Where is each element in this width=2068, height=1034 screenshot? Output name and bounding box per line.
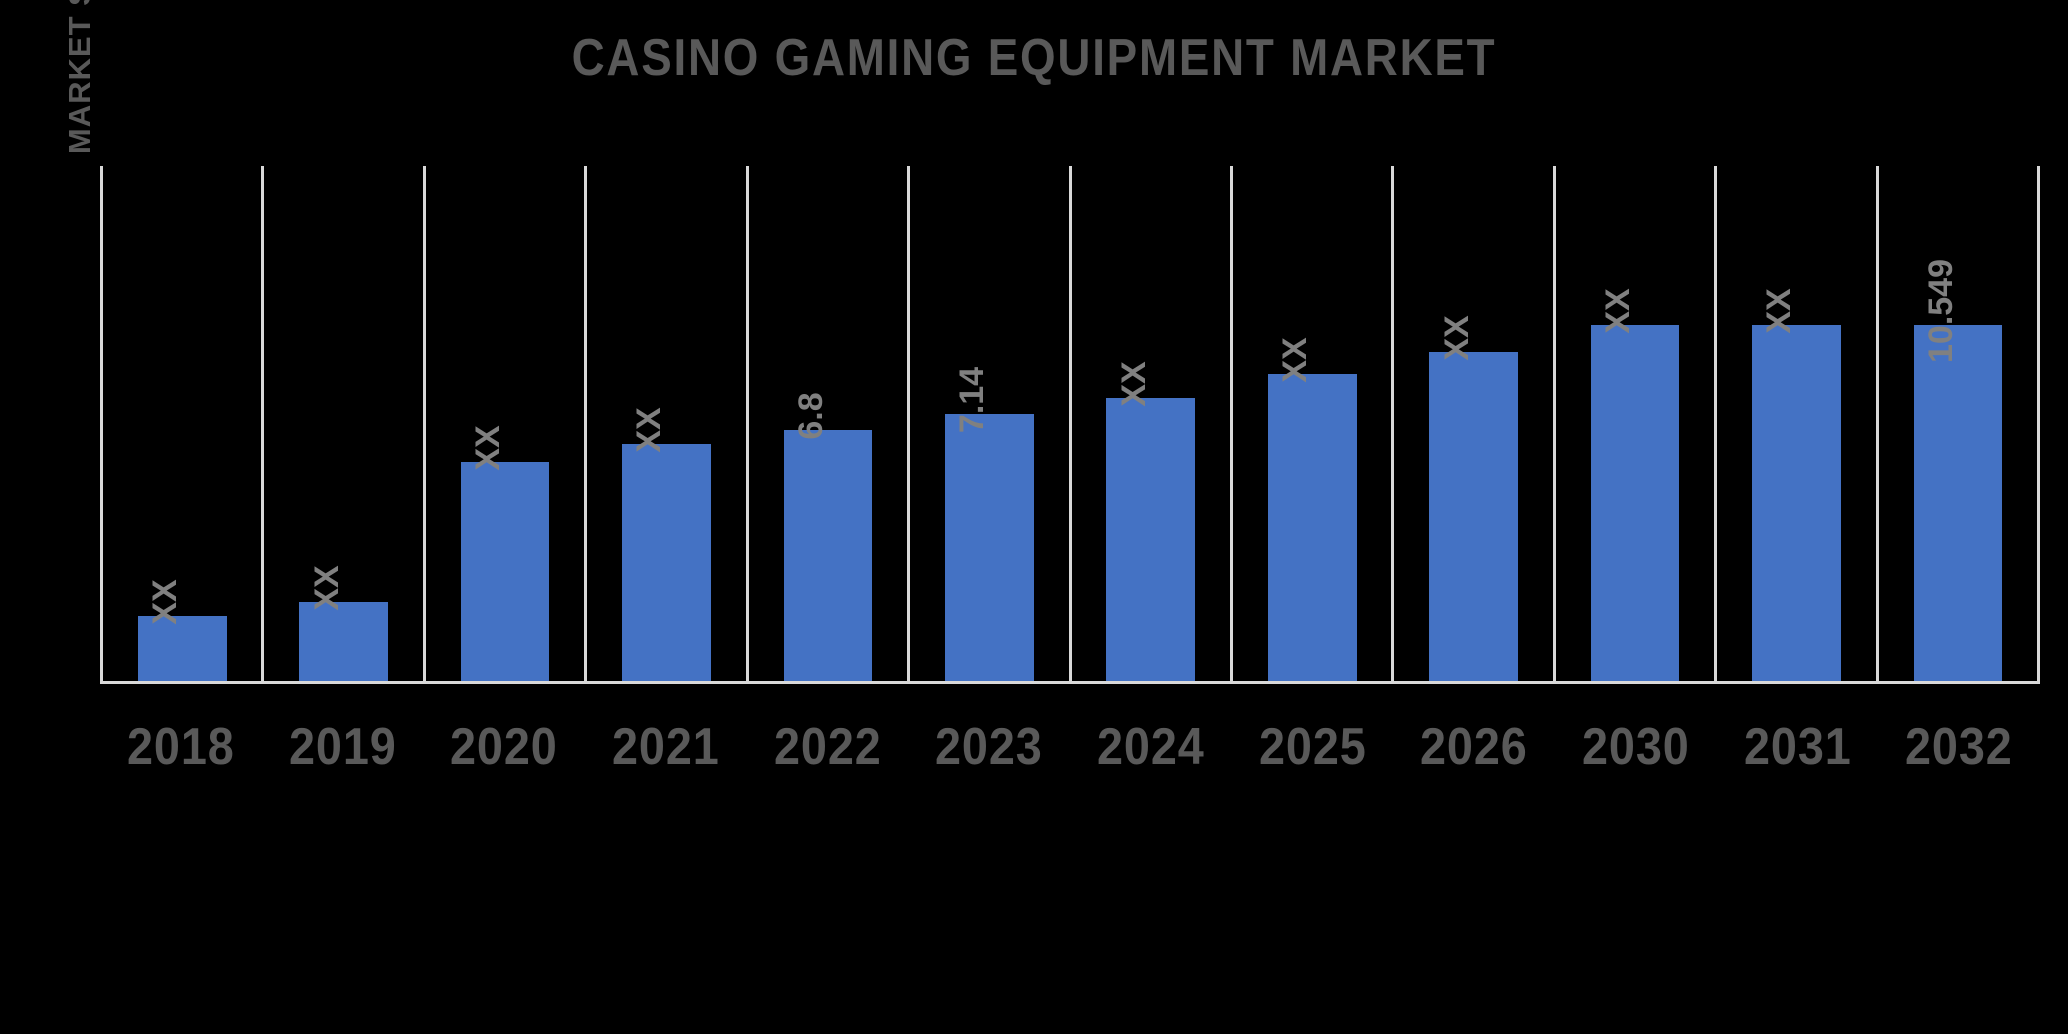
x-axis-tick-label: 2031 bbox=[1743, 718, 1852, 776]
bar-value-label: XX bbox=[1599, 287, 1637, 334]
x-axis-tick-label: 2024 bbox=[1097, 718, 1205, 776]
bar-value-label: XX bbox=[307, 564, 346, 611]
bar[interactable]: 7.14 bbox=[944, 367, 1034, 684]
x-axis-tick-label: 2025 bbox=[1258, 718, 1367, 776]
bar[interactable]: XX bbox=[1267, 337, 1357, 684]
x-axis-tick-label: 2020 bbox=[450, 718, 559, 776]
bar-value-label: XX bbox=[1760, 287, 1799, 334]
x-axis-line bbox=[100, 681, 2040, 684]
bar[interactable]: XX bbox=[1752, 288, 1841, 684]
bar-value-label: 10.549 bbox=[1921, 258, 1960, 363]
bar[interactable]: XX bbox=[460, 425, 550, 684]
bar-value-label: XX bbox=[1437, 314, 1476, 361]
category-slot: XX bbox=[100, 166, 261, 684]
y-axis-title: MARKET SIZE IN USD BN bbox=[58, 0, 102, 212]
bar-value-label: XX bbox=[1276, 337, 1315, 383]
category-slot: 10.549 bbox=[1875, 166, 2041, 684]
bar-value-label: XX bbox=[469, 425, 508, 471]
bar-value-label: 7.14 bbox=[953, 366, 992, 433]
bar[interactable]: XX bbox=[1429, 315, 1518, 684]
x-axis-tick-label: 2019 bbox=[288, 718, 397, 776]
bar-value-label: 6.8 bbox=[791, 392, 830, 440]
x-axis-tick-label: 2026 bbox=[1420, 718, 1529, 776]
x-axis-tick-label: 2023 bbox=[935, 718, 1044, 776]
category-slot: XX bbox=[1714, 166, 1875, 684]
bar[interactable]: XX bbox=[622, 407, 711, 684]
bar[interactable]: 6.8 bbox=[783, 392, 873, 684]
bar[interactable]: XX bbox=[137, 579, 227, 684]
bar-value-label: XX bbox=[1114, 361, 1153, 407]
bar[interactable]: XX bbox=[1106, 361, 1196, 684]
bar-value-label: XX bbox=[630, 407, 669, 453]
x-axis-tick-label: 2018 bbox=[126, 718, 235, 776]
category-slot: 7.14 bbox=[907, 166, 1068, 684]
bar[interactable]: XX bbox=[1590, 288, 1680, 684]
x-axis-tick-label: 2022 bbox=[773, 718, 882, 776]
x-axis-tick-labels: 2018 2019 2020 2021 2022 2023 2024 2025 2026 2030… bbox=[100, 702, 2040, 792]
chart-title: CASINO GAMING EQUIPMENT MARKET bbox=[571, 29, 1497, 87]
x-axis-tick-label: 2030 bbox=[1582, 718, 1690, 776]
bars-container: XX XX XX XX 6.8 7.14 XX XX XX XX XX 10.549 bbox=[100, 166, 2041, 684]
bar[interactable]: 10.549 bbox=[1913, 259, 2003, 684]
category-slot: XX bbox=[422, 166, 584, 684]
x-axis-tick-label: 2021 bbox=[611, 718, 720, 776]
bar-value-label: XX bbox=[146, 578, 185, 625]
category-slot: XX bbox=[1229, 166, 1391, 684]
category-slot: XX bbox=[1391, 166, 1552, 684]
category-slot: XX bbox=[1552, 166, 1714, 684]
plot-area: XX XX XX XX 6.8 7.14 XX XX XX XX XX 10.549 bbox=[100, 166, 2041, 684]
category-slot: XX bbox=[1068, 166, 1230, 684]
category-slot: XX bbox=[584, 166, 745, 684]
x-axis-tick-label: 2032 bbox=[1905, 718, 2014, 776]
category-slot: XX bbox=[261, 166, 422, 684]
bar[interactable]: XX bbox=[299, 565, 388, 684]
category-slot: 6.8 bbox=[745, 166, 907, 684]
